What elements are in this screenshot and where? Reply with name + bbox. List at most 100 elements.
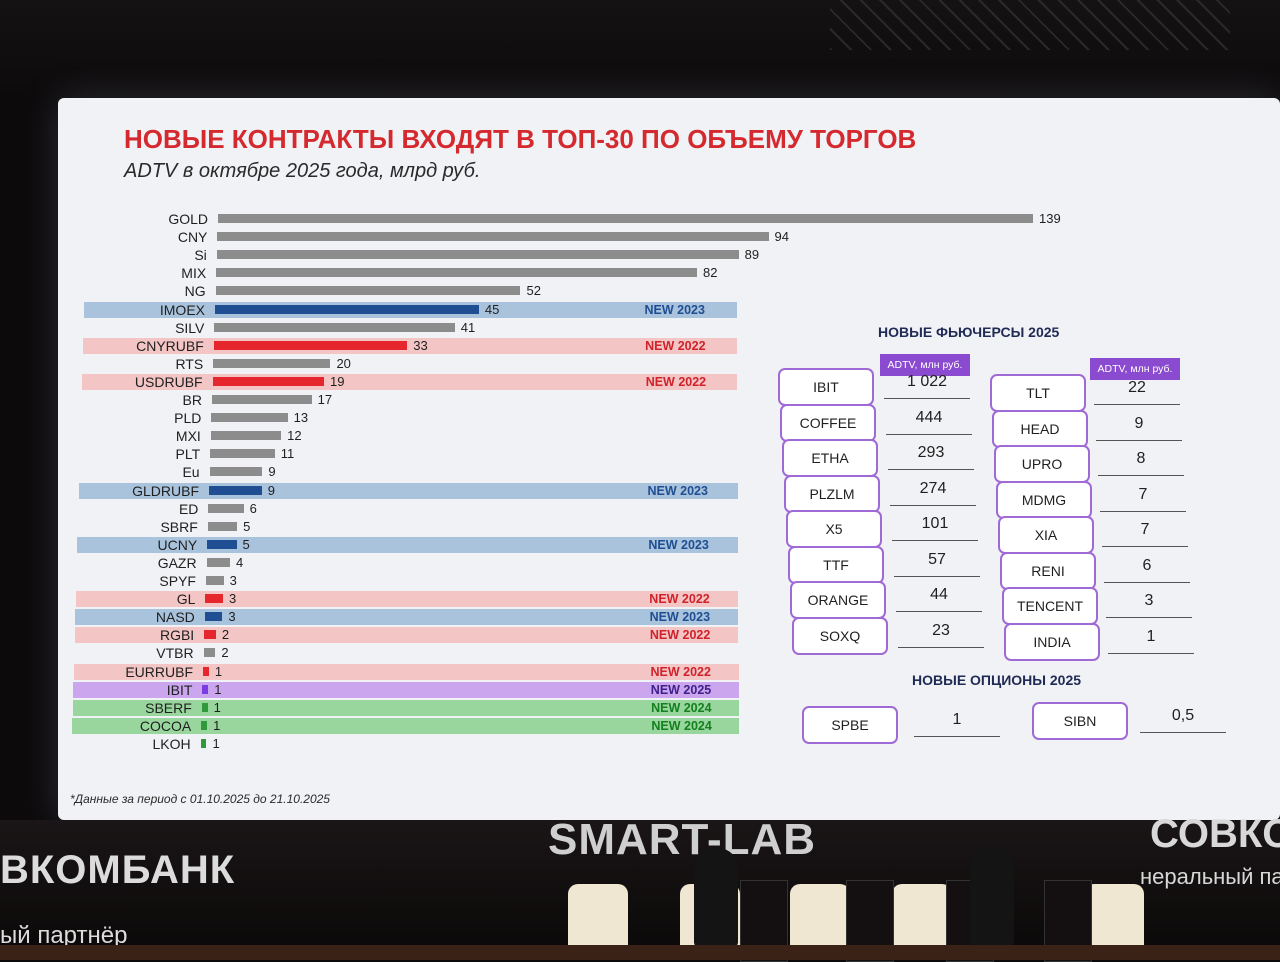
new-year-tag: NEW 2024	[651, 700, 712, 715]
bar	[201, 702, 208, 712]
category-label: ED	[178, 500, 199, 517]
bar-row-cny: CNY 94	[58, 228, 789, 246]
futures-ticker-upro: UPRO	[994, 445, 1090, 483]
value-label: 19	[330, 373, 345, 389]
category-label: PLT	[175, 446, 201, 463]
new-year-tag: NEW 2022	[650, 664, 711, 679]
bar	[206, 576, 224, 585]
futures-adtv-value: 8	[1098, 443, 1184, 476]
bar-row-si: Si 89	[58, 246, 759, 264]
futures-adtv-value: 7	[1102, 514, 1188, 547]
new-year-tag: NEW 2022	[649, 628, 711, 643]
futures-ticker-xia: XIA	[998, 516, 1094, 554]
category-label: SBERF	[145, 699, 192, 716]
value-label: 4	[236, 554, 244, 570]
highlight-band	[72, 699, 739, 716]
value-label: 13	[293, 410, 309, 426]
value-label: 1	[213, 699, 221, 715]
category-label: VTBR	[156, 645, 194, 662]
value-label: 41	[460, 319, 476, 335]
bar-row-usdrubf: NEW 2022 USDRUBF 19	[58, 373, 758, 391]
value-label: 9	[268, 464, 276, 480]
option-adtv-value: 1	[914, 704, 1000, 737]
futures-ticker-ttf: TTF	[788, 545, 884, 584]
category-label: CNYRUBF	[136, 337, 204, 354]
futures-adtv-value: 23	[898, 615, 984, 648]
category-label: GOLD	[168, 211, 208, 227]
new-year-tag: NEW 2022	[645, 374, 707, 389]
futures-ticker-reni: RENI	[1000, 551, 1096, 590]
futures-adtv-value: 274	[890, 473, 976, 506]
highlight-band	[73, 681, 739, 698]
futures-adtv-value: 57	[894, 544, 980, 577]
futures-ticker-head: HEAD	[992, 409, 1088, 448]
bar	[207, 521, 238, 531]
lighting-truss	[830, 0, 1230, 50]
bar-row-br: BR 17	[58, 391, 758, 409]
slide-subtitle: ADTV в октябре 2025 года, млрд руб.	[124, 160, 481, 182]
futures-adtv-value: 1 022	[884, 366, 970, 399]
category-label: RGBI	[159, 627, 195, 644]
category-label: LKOH	[152, 735, 191, 752]
sponsor-left-sub: ый партнёр	[0, 922, 128, 949]
value-label: 139	[1039, 211, 1061, 226]
category-label: GL	[176, 591, 196, 608]
category-label: SILV	[175, 319, 205, 336]
value-label: 94	[774, 229, 790, 245]
futures-ticker-ibit: IBIT	[778, 368, 874, 406]
sponsor-left: ВКОМБАНК	[0, 848, 236, 892]
new-year-tag: NEW 2024	[651, 718, 712, 733]
futures-ticker-x5: X5	[786, 510, 882, 548]
bar	[216, 268, 697, 278]
value-label: 82	[702, 265, 718, 281]
category-label: IBIT	[166, 681, 193, 698]
value-label: 20	[336, 355, 351, 371]
category-label: COCOA	[139, 717, 192, 734]
value-label: 2	[221, 645, 229, 661]
bar-row-ibit: NEW 2025 IBIT 1	[58, 681, 758, 699]
bar-row-imoex: NEW 2023 IMOEX 45	[58, 301, 758, 319]
bar	[200, 738, 207, 748]
value-label: 33	[413, 337, 428, 353]
value-label: 12	[287, 428, 302, 444]
bar-row-cnyrubf: NEW 2022 CNYRUBF 33	[58, 337, 758, 355]
bar	[214, 322, 455, 332]
futures-adtv-value: 9	[1096, 408, 1182, 441]
new-year-tag: NEW 2022	[649, 592, 710, 607]
bar-row-cocoa: NEW 2024 COCOA 1	[58, 717, 758, 735]
armchair	[790, 884, 850, 954]
futures-adtv-value: 444	[886, 402, 972, 435]
category-label: IMOEX	[159, 301, 205, 318]
futures-adtv-value: 293	[888, 437, 974, 470]
value-label: 17	[317, 392, 333, 407]
category-label: MXI	[175, 428, 201, 445]
futures-ticker-etha: ETHA	[782, 439, 878, 477]
bar-row-gazr: GAZR 4	[58, 554, 758, 572]
armchair	[892, 884, 952, 954]
value-label: 5	[242, 536, 250, 552]
value-label: 2	[221, 627, 230, 643]
bar	[206, 557, 231, 567]
futures-ticker-mdmg: MDMG	[996, 480, 1092, 519]
category-label: MIX	[181, 265, 207, 282]
category-label: PLD	[174, 410, 202, 427]
futures-adtv-value: 22	[1094, 372, 1180, 405]
value-label: 45	[484, 301, 500, 317]
bar	[216, 250, 739, 260]
category-label: GAZR	[157, 554, 197, 571]
bar-row-gldrubf: NEW 2023 GLDRUBF 9	[58, 482, 758, 500]
value-label: 9	[267, 482, 275, 498]
futures-title: НОВЫЕ ФЬЮЧЕРСЫ 2025	[878, 324, 1060, 340]
bar-row-plt: PLT 11	[58, 445, 758, 463]
futures-ticker-soxq: SOXQ	[792, 616, 888, 655]
bar-row-lkoh: LKOH 1	[58, 735, 758, 753]
category-label: CNY	[177, 229, 208, 246]
category-label: GLDRUBF	[132, 482, 199, 499]
armchair	[568, 884, 628, 954]
bar	[211, 413, 288, 423]
bar	[215, 304, 479, 314]
bar	[212, 376, 324, 386]
options-title: НОВЫЕ ОПЦИОНЫ 2025	[912, 672, 1082, 688]
bar-row-sbrf: SBRF 5	[58, 518, 758, 536]
option-adtv-value: 0,5	[1140, 700, 1226, 733]
